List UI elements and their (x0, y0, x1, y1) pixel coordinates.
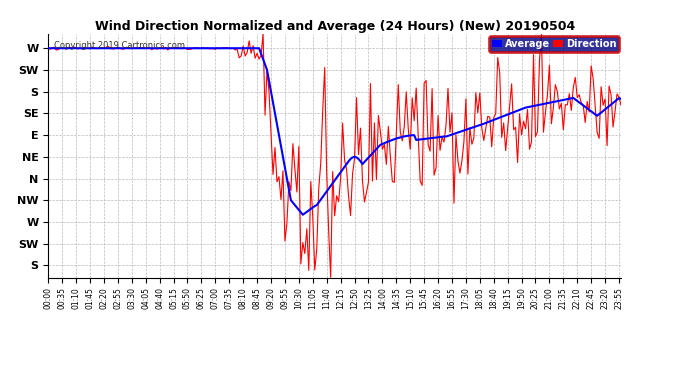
Text: Copyright 2019 Cartronics.com: Copyright 2019 Cartronics.com (54, 41, 185, 50)
Legend: Average, Direction: Average, Direction (489, 36, 619, 51)
Title: Wind Direction Normalized and Average (24 Hours) (New) 20190504: Wind Direction Normalized and Average (2… (95, 20, 575, 33)
